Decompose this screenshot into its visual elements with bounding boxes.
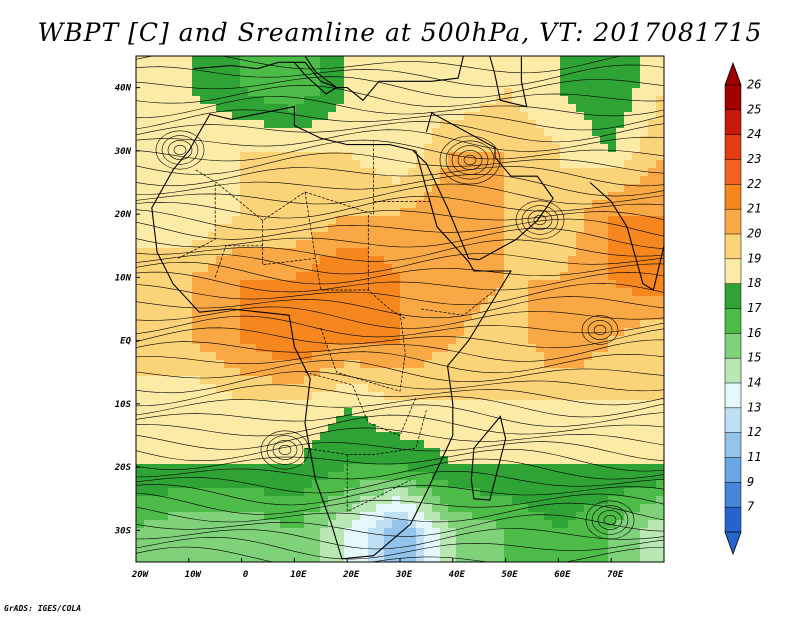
colorbar-label: 11 — [747, 450, 761, 464]
colorbar-label: 12 — [747, 425, 761, 439]
colorbar-swatch — [724, 258, 742, 285]
colorbar-swatch — [724, 159, 742, 185]
coastlines — [151, 56, 664, 560]
lon-label: 60E — [554, 570, 571, 580]
colorbar-label: 22 — [747, 177, 761, 191]
lat-label: 30S — [114, 526, 132, 536]
grads-credit: GrADS: IGES/COLA — [4, 604, 82, 613]
lat-label: 20S — [114, 463, 132, 473]
colorbar-swatch — [724, 482, 742, 508]
colorbar-label: 16 — [747, 326, 761, 340]
colorbar-label: 7 — [747, 500, 755, 514]
colorbar-swatch — [724, 506, 742, 533]
lon-label: 20W — [131, 570, 150, 580]
wbpt-fill — [136, 56, 664, 562]
colorbar-swatch — [724, 184, 742, 210]
lon-label: 50E — [501, 570, 518, 580]
colorbar-label: 18 — [747, 276, 761, 290]
lon-label: 40E — [449, 570, 466, 580]
lat-label: 20N — [114, 210, 132, 220]
colorbar-label: 26 — [747, 78, 761, 92]
lon-label: 10W — [185, 570, 203, 580]
colorbar-swatch — [724, 382, 742, 409]
colorbar-label: 24 — [747, 127, 761, 141]
colorbar-label: 14 — [747, 376, 761, 390]
lon-label: 70E — [607, 570, 624, 580]
lon-label: 0 — [243, 570, 249, 580]
colorbar-swatch — [724, 233, 742, 260]
colorbar-label: 21 — [747, 202, 761, 216]
lon-label: 30E — [395, 570, 413, 580]
colorbar-swatch — [724, 357, 742, 384]
colorbar-min-arrow — [724, 531, 742, 556]
map-title: WBPT [C] and Sreamline at 500hPa, VT: 20… — [37, 18, 763, 47]
longitude-labels: 20W 10W 0 10E 20E 30E 40E 50E 60E 70E — [131, 558, 624, 580]
lat-label: 10S — [115, 400, 132, 410]
colorbar-swatch — [724, 407, 742, 434]
colorbar-max-arrow — [724, 61, 742, 86]
colorbar-label: 15 — [747, 351, 761, 365]
colorbar-swatch — [724, 84, 742, 111]
lat-label: 30N — [114, 147, 132, 157]
colorbar-swatch — [724, 134, 742, 161]
lat-label: 40N — [115, 84, 132, 94]
country-borders — [178, 141, 496, 512]
lon-label: 20E — [342, 570, 360, 580]
colorbar-label: 19 — [747, 251, 761, 265]
lat-label: 10N — [115, 273, 132, 283]
colorbar-swatch — [724, 208, 742, 235]
lat-label: EQ — [120, 337, 131, 347]
colorbar-swatch — [724, 283, 742, 310]
lon-label: 10E — [290, 570, 307, 580]
latitude-labels: 40N 30N 20N 10N EQ 10S 20S 30S — [114, 84, 140, 536]
streamlines — [136, 56, 664, 562]
colorbar-label: 13 — [747, 400, 761, 414]
colorbar: 26 25 24 23 22 21 20 19 18 17 16 15 14 13 12 11 9 7 — [724, 61, 762, 556]
colorbar-swatch — [724, 308, 742, 334]
colorbar-swatch — [724, 333, 742, 359]
colorbar-label: 17 — [747, 301, 762, 315]
colorbar-label: 25 — [747, 102, 761, 116]
colorbar-swatch — [724, 457, 742, 483]
colorbar-swatch — [724, 109, 742, 136]
colorbar-swatch — [724, 432, 742, 459]
colorbar-label: 9 — [747, 475, 754, 489]
colorbar-label: 20 — [747, 227, 761, 241]
colorbar-label: 23 — [747, 152, 761, 166]
